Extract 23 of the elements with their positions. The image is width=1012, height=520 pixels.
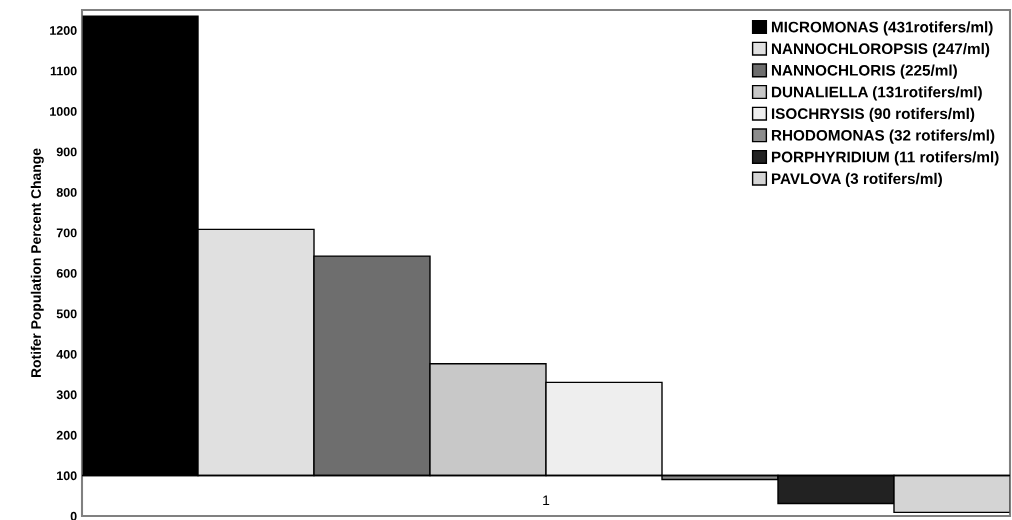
y-tick-label: 800 — [56, 187, 77, 197]
legend-label: PORPHYRIDIUM (11 rotifers/ml) — [771, 151, 999, 166]
y-axis-title: Rotifer Population Percent Change — [30, 148, 44, 378]
legend-label: DUNALIELLA (131rotifers/ml) — [771, 86, 982, 101]
y-tick-label: 600 — [56, 268, 77, 278]
legend-label: PAVLOVA (3 rotifers/ml) — [771, 172, 942, 188]
y-tick-label: 1100 — [50, 66, 77, 76]
x-tick-label: 1 — [543, 495, 550, 506]
y-tick-label: 1000 — [50, 107, 77, 116]
y-tick-label: 100 — [57, 471, 77, 481]
y-tick-label: 200 — [56, 430, 77, 440]
legend-label: NANNOCHLOROPSIS (247/ml) — [771, 42, 990, 58]
legend-label: RHODOMONAS (32 rotifers/ml) — [771, 129, 995, 144]
y-tick-label: 400 — [56, 349, 77, 359]
y-tick-label: 500 — [56, 309, 77, 319]
legend-label: ISOCHRYSIS (90 rotifers/ml) — [771, 107, 975, 123]
y-tick-label: 1200 — [50, 26, 77, 35]
y-tick-label: 300 — [56, 390, 77, 400]
y-tick-label: 700 — [56, 228, 77, 238]
legend-label: MICROMONAS (431rotifers/ml) — [771, 21, 993, 36]
y-tick-label: 0 — [70, 511, 77, 520]
legend-label: NANNOCHLORIS (225/ml) — [771, 64, 957, 79]
y-tick-label: 900 — [56, 147, 77, 157]
